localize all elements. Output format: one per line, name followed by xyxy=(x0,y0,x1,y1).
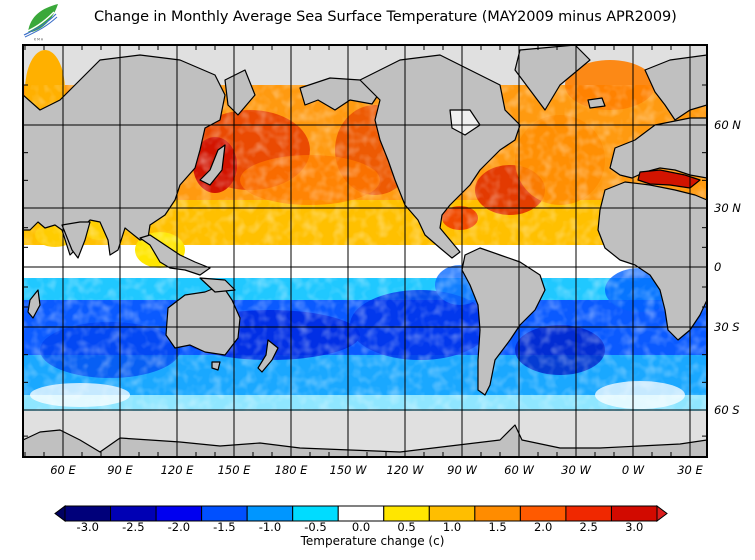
colorbar-tick-label: 1.0 xyxy=(442,520,462,534)
colorbar-segment xyxy=(110,505,157,522)
colorbar-title-text: Temperature change (c) xyxy=(300,534,445,548)
colorbar-segment xyxy=(155,505,203,522)
colorbar-segment xyxy=(428,505,476,522)
colorbar-segment xyxy=(474,505,521,522)
land-japan xyxy=(199,144,226,186)
colorbar-tick-label: 3.0 xyxy=(625,520,644,534)
colorbar-tick-label: -1.5 xyxy=(213,520,236,534)
land-india xyxy=(61,221,91,259)
land-iceland xyxy=(587,97,606,109)
graticule xyxy=(23,45,707,457)
colorbar-segment xyxy=(519,505,567,522)
colorbar-segment xyxy=(64,505,112,522)
colorbar-tick-label: -1.0 xyxy=(258,520,282,534)
lon-label: 150 E xyxy=(217,463,251,477)
lon-label: 120 E xyxy=(160,463,194,477)
land-kamchatka xyxy=(224,69,256,116)
lat-label: 30 S xyxy=(714,320,740,334)
colorbar-tick-label: -2.0 xyxy=(167,520,191,534)
land-tasmania xyxy=(211,361,221,371)
chart-title: Change in Monthly Average Sea Surface Te… xyxy=(94,9,677,25)
land-new-guinea xyxy=(199,277,236,293)
colorbar-segment xyxy=(246,505,294,522)
land-australia xyxy=(165,284,241,356)
lon-label: 30 W xyxy=(561,463,591,477)
lon-label: 90 W xyxy=(447,463,477,477)
land-masses xyxy=(23,45,707,457)
lat-label: 0 xyxy=(714,260,722,274)
lon-label: 120 W xyxy=(386,463,424,477)
lon-label: 0 W xyxy=(621,463,645,477)
colorbar-segment xyxy=(383,505,430,522)
leaf-wave-logo-icon: K M A xyxy=(23,4,58,42)
land-africa xyxy=(597,181,707,341)
colorbar-segment xyxy=(610,505,658,522)
land-new-zealand xyxy=(257,339,279,373)
lon-label: 60 W xyxy=(504,463,534,477)
colorbar-segment xyxy=(292,505,339,522)
colorbar-tick-label: -0.5 xyxy=(304,520,327,534)
lat-label: 30 N xyxy=(714,201,741,215)
colorbar-tick-label: 0.0 xyxy=(351,520,371,534)
land-alaska xyxy=(299,77,381,111)
map-ticks xyxy=(23,45,707,457)
colorbar-segment xyxy=(565,505,612,522)
colorbar-tick-label: 1.5 xyxy=(488,520,507,534)
colorbar-tick-label: 0.5 xyxy=(397,520,416,534)
land-antarctica xyxy=(23,424,707,457)
map-field xyxy=(23,45,707,457)
lat-label: 60 S xyxy=(714,403,740,417)
lon-label: 90 E xyxy=(107,463,133,477)
colorbar-title: Temperature change (c) xyxy=(0,534,755,548)
lon-label: 60 E xyxy=(50,463,76,477)
colorbar xyxy=(54,505,668,522)
colorbar-segment xyxy=(337,505,385,522)
svg-text:K M A: K M A xyxy=(34,38,44,42)
land-se-asia xyxy=(139,234,211,276)
colorbar-segment xyxy=(201,505,248,522)
colorbar-under-arrow xyxy=(54,505,66,522)
land-greenland xyxy=(514,45,591,111)
map-frame xyxy=(22,44,708,458)
land-south-america xyxy=(461,247,546,396)
lon-label: 150 W xyxy=(329,463,367,477)
colorbar-tick-label: -3.0 xyxy=(76,520,99,534)
lat-label: 60 N xyxy=(714,118,741,132)
land-north-america xyxy=(359,54,521,259)
colorbar-over-arrow xyxy=(656,505,668,522)
colorbar-tick-label: 2.5 xyxy=(579,520,598,534)
land-madagascar xyxy=(27,289,41,319)
colorbar-tick-label: -2.5 xyxy=(122,520,145,534)
lon-label: 30 E xyxy=(677,463,703,477)
colorbar-tick-label: 2.0 xyxy=(533,520,553,534)
lon-label: 180 E xyxy=(274,463,308,477)
